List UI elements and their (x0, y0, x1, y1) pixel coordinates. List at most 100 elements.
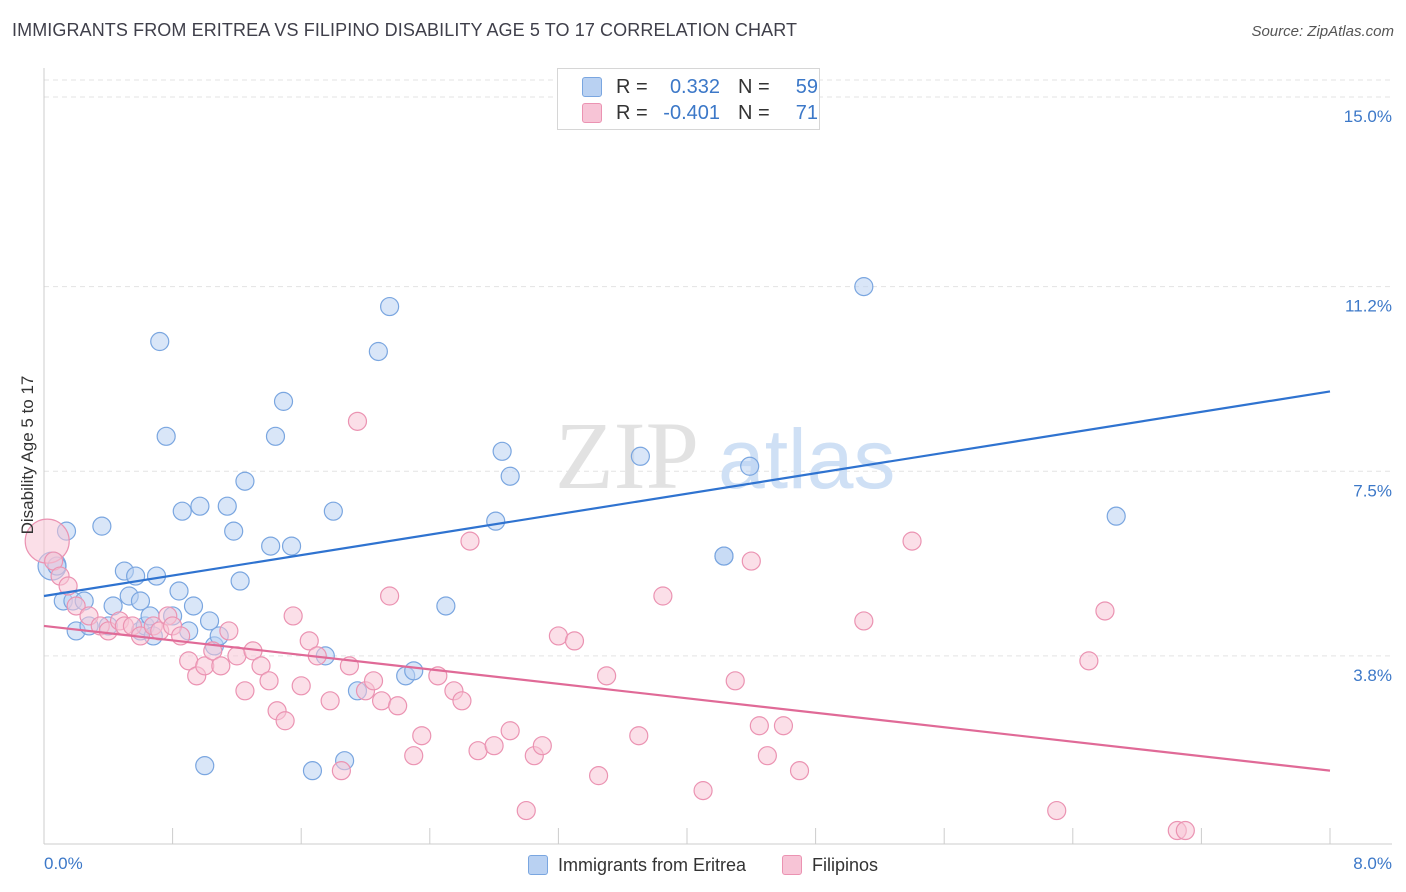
y-axis-label: Disability Age 5 to 17 (18, 376, 37, 535)
filipino-point (532, 736, 552, 756)
legend-r-label: R = (616, 75, 648, 98)
y-tick-label: 11.2% (1345, 297, 1392, 316)
filipino-point (757, 746, 777, 766)
eritrea-point (169, 581, 189, 601)
filipino-point (404, 746, 424, 766)
eritrea-point (380, 296, 400, 317)
filipino-point (331, 761, 351, 781)
eritrea-point (740, 456, 760, 476)
legend-row-eritrea: R = 0.332 N = 59 (582, 75, 818, 99)
legend-r-value: 0.332 (669, 75, 720, 98)
filipino-points (24, 411, 1195, 841)
legend-r-label: R = (616, 101, 648, 124)
eritrea-point (261, 536, 281, 556)
eritrea-point (92, 516, 112, 536)
eritrea-point (854, 277, 874, 297)
eritrea-point (265, 426, 286, 446)
data-points (24, 277, 1195, 841)
eritrea-point (492, 441, 512, 461)
filipino-point (854, 611, 874, 631)
filipino-point (1047, 800, 1067, 821)
legend-label-eritrea: Immigrants from Eritrea (557, 854, 746, 875)
filipino-point (741, 551, 761, 571)
filipino-point (1079, 651, 1099, 671)
legend-item-filipinos[interactable]: Filipinos (782, 855, 878, 876)
eritrea-point (302, 761, 323, 781)
trend-lines (43, 390, 1331, 772)
x-tick-label: 8.0% (1353, 854, 1392, 873)
eritrea-point (404, 661, 424, 681)
filipino-point (235, 681, 255, 701)
filipino-point (412, 726, 432, 746)
legend-row-filipinos: R = -0.401 N = 71 (582, 101, 818, 125)
eritrea-point (500, 466, 520, 486)
y-tick-label: 3.8% (1353, 666, 1392, 685)
eritrea-point (1106, 506, 1126, 526)
legend-label-filipinos: Filipinos (812, 854, 879, 875)
filipino-point (460, 531, 480, 551)
source-label: Source: ZipAtlas.com (1251, 23, 1394, 40)
watermark-zip: ZIP (555, 402, 699, 509)
legend-n-value: 71 (795, 101, 818, 124)
eritrea-point (281, 536, 302, 556)
filipino-point (291, 676, 311, 696)
eritrea-point (714, 546, 734, 566)
eritrea-point (183, 596, 204, 616)
legend-n-value: 59 (795, 75, 818, 98)
eritrea-point (190, 496, 210, 516)
filipino-point (500, 721, 520, 741)
filipino-point (725, 671, 745, 691)
eritrea-point (156, 426, 176, 446)
eritrea-point (323, 501, 343, 521)
filipino-point (653, 586, 673, 606)
y-tick-label: 7.5% (1353, 481, 1392, 500)
eritrea-trend-line (43, 390, 1331, 598)
eritrea-point (235, 471, 255, 491)
filipino-point (484, 736, 504, 756)
series-legend: Immigrants from Eritrea Filipinos (0, 852, 1406, 878)
filipino-point (283, 606, 303, 626)
filipino-point (66, 596, 86, 616)
grid-lines (44, 79, 1392, 657)
filipino-point (299, 631, 319, 651)
eritrea-point (150, 331, 170, 352)
filipino-point (1175, 820, 1195, 841)
filipino-point (693, 781, 713, 801)
filipino-point (468, 741, 488, 761)
axes (43, 68, 1392, 845)
legend-r-value: -0.401 (663, 101, 720, 124)
tick-labels: 3.8% 7.5% 11.2% 15.0% 0.0% 8.0% (44, 107, 1392, 873)
eritrea-point (217, 496, 237, 516)
filipino-point (902, 531, 922, 551)
filipino-point (320, 691, 340, 711)
eritrea-point (436, 596, 456, 616)
eritrea-point (172, 501, 192, 521)
filipino-point (773, 716, 794, 736)
filipino-trend-line (43, 624, 1331, 772)
filipino-point (588, 766, 609, 786)
x-tick-label: 0.0% (44, 854, 83, 873)
y-tick-label: 15.0% (1344, 107, 1392, 126)
filipino-point (347, 411, 368, 431)
eritrea-point (224, 521, 244, 541)
legend-swatch-pink (582, 103, 602, 123)
filipino-point (388, 696, 408, 716)
filipino-point (749, 716, 769, 736)
legend-item-eritrea[interactable]: Immigrants from Eritrea (527, 854, 746, 876)
filipino-point (380, 586, 400, 606)
legend-n-label: N = (738, 75, 770, 98)
stats-legend: R = 0.332 N = 59 R = -0.401 N = 71 (557, 68, 820, 130)
eritrea-point (273, 391, 294, 411)
legend-swatch-pink (782, 855, 802, 875)
chart-title: IMMIGRANTS FROM ERITREA VS FILIPINO DISA… (12, 20, 798, 40)
filipino-point (629, 726, 649, 746)
legend-n-label: N = (738, 101, 770, 124)
eritrea-point (230, 571, 250, 591)
filipino-point (516, 800, 536, 821)
eritrea-point (199, 611, 220, 631)
filipino-point (219, 621, 239, 641)
filipino-point (251, 656, 271, 676)
eritrea-points (37, 277, 1126, 781)
filipino-point (227, 646, 247, 666)
